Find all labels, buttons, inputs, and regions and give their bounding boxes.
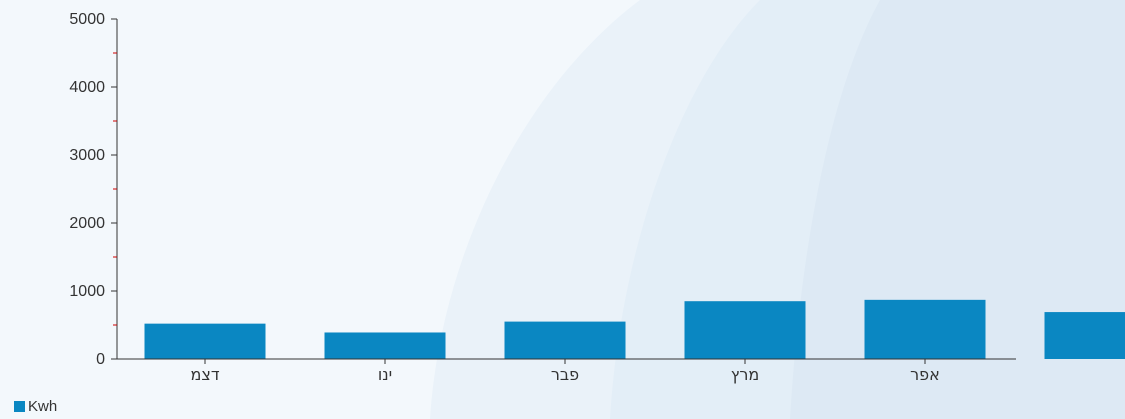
x-axis: דצמ ינו פבר מרץ אפר [117,358,1016,384]
y-tick-label: 0 [96,351,105,368]
legend-swatch [14,400,25,412]
bar-1[interactable] [324,332,446,359]
legend-label: Kwh [28,397,58,415]
bar-2[interactable] [504,321,626,359]
bars [144,299,1125,359]
x-tick-label: אפר [910,365,940,384]
y-tick-label: 5000 [69,11,105,28]
y-tick-label: 4000 [69,79,105,96]
x-tick-label: ינו [378,365,392,384]
y-tick-label: 2000 [69,215,105,232]
y-tick-label: 1000 [69,283,105,300]
bar-3[interactable] [684,301,806,359]
x-tick-label: מרץ [731,365,760,384]
bar-0[interactable] [144,323,266,359]
x-tick-label: דצמ [190,365,219,384]
x-tick-label: פבר [551,365,579,384]
y-axis: 0 1000 2000 3000 4000 5000 [69,11,118,368]
legend: Kwh [14,396,57,416]
bar-5[interactable] [1044,312,1125,359]
y-tick-label: 3000 [69,147,105,164]
bar-4[interactable] [864,299,986,359]
